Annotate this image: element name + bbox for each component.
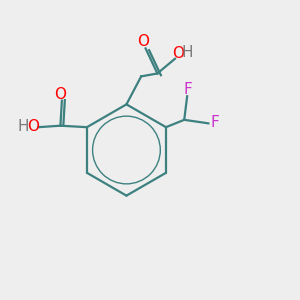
Text: O: O xyxy=(27,119,39,134)
Text: F: F xyxy=(183,82,192,97)
Text: O: O xyxy=(54,87,66,102)
Text: H: H xyxy=(182,45,193,60)
Text: F: F xyxy=(211,115,219,130)
Text: H: H xyxy=(17,119,29,134)
Text: O: O xyxy=(172,46,184,61)
Text: O: O xyxy=(136,34,148,50)
